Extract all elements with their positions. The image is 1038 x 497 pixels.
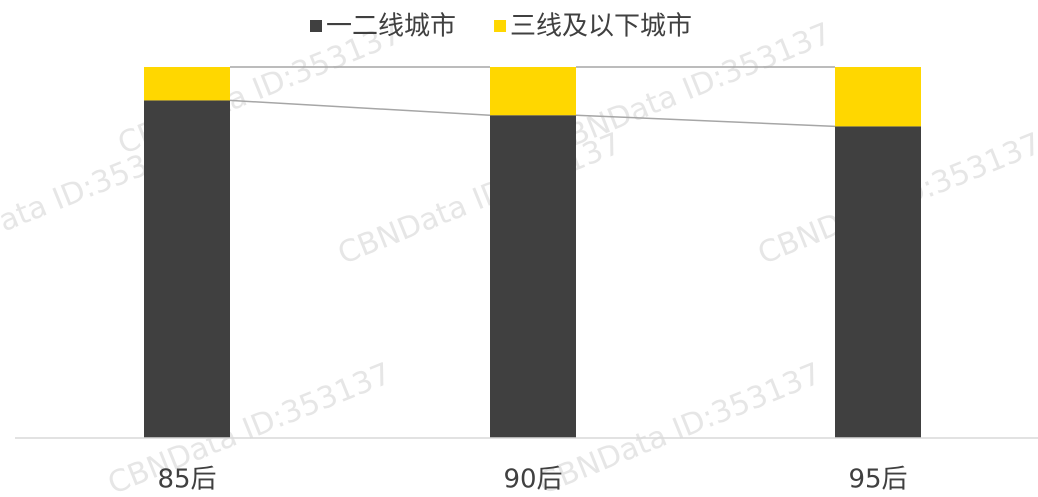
bar-segment: [490, 115, 576, 438]
x-tick-label: 95后: [848, 465, 907, 495]
x-tick-label: 85后: [157, 465, 216, 495]
legend-label: 一二线城市: [326, 12, 456, 42]
legend-label: 三线及以下城市: [510, 12, 692, 42]
bar-segment: [835, 67, 921, 127]
legend-swatch: [310, 20, 322, 32]
bar-segment: [490, 67, 576, 116]
legend-swatch: [494, 20, 507, 32]
bar-segment: [835, 126, 921, 439]
bar-segment: [144, 100, 230, 438]
series-line: [229, 99, 491, 116]
plot: [144, 66, 921, 439]
watermark: CBNData ID:353137: [533, 356, 826, 497]
x-tick-label: 90后: [503, 465, 562, 495]
series-line: [575, 114, 836, 128]
bar-segment: [144, 67, 230, 101]
